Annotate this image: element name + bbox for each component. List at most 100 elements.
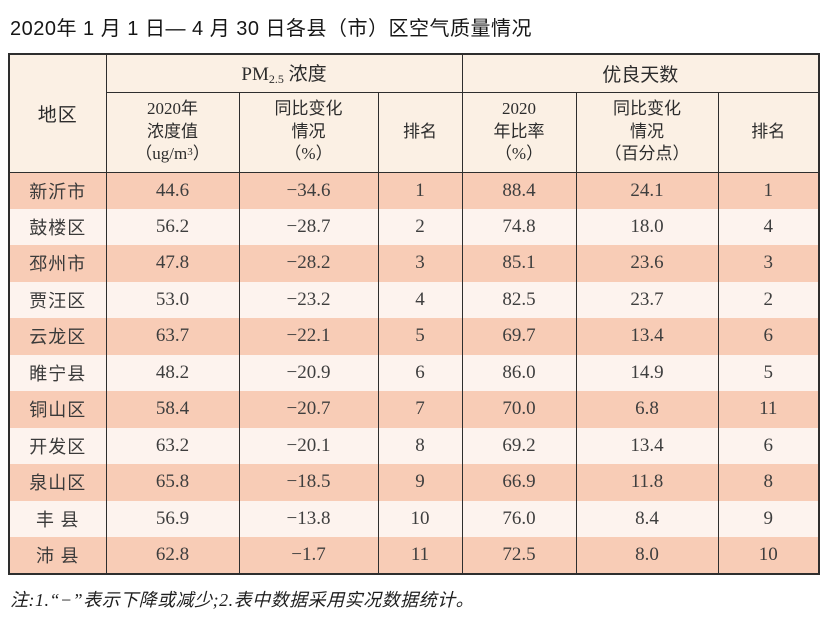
good-rank-cell: 6 [717,318,820,355]
pm-value-cell: 58.4 [105,391,240,428]
table-body: 新沂市 44.6 −34.6 1 88.4 24.1 1 鼓楼区 56.2 −2… [8,172,820,574]
pm-rank-cell: 11 [377,537,463,574]
column-group-good-days: 优良天数 [461,54,820,93]
page-title: 2020年 1 月 1 日— 4 月 30 日各县（市）区空气质量情况 [10,18,533,40]
good-rank-cell: 10 [717,537,820,574]
pm-value-cell: 56.2 [105,208,240,245]
footnote: 注:1.“−”表示下降或减少;2.表中数据采用实况数据统计。 [10,589,475,610]
good-change-cell: 23.7 [575,281,719,318]
pm-change-cell: −22.1 [238,318,379,355]
pm-value-cell: 65.8 [105,464,240,501]
pm-rank-cell: 10 [377,500,463,537]
pm-change-cell: −23.2 [238,281,379,318]
pm-change-cell: −28.2 [238,245,379,282]
good-rate-cell: 74.8 [461,208,577,245]
pm-change-cell: −20.7 [238,391,379,428]
good-change-cell: 11.8 [575,464,719,501]
good-rate-cell: 85.1 [461,245,577,282]
good-rate-cell: 86.0 [461,354,577,391]
region-cell: 沛 县 [8,537,107,574]
good-rank-cell: 1 [717,172,820,209]
column-header-pm-value: 2020年 浓度值 （ug/m3） [105,92,240,173]
good-rate-cell: 69.2 [461,427,577,464]
good-change-cell: 8.4 [575,500,719,537]
pm-rank-cell: 4 [377,281,463,318]
column-group-pm25: PM2.5 浓度 [105,54,463,93]
pm-value-cell: 53.0 [105,281,240,318]
pm-value-line2: 浓度值 [147,121,198,141]
pm25-label-suffix: 浓度 [283,64,327,86]
good-change-cell: 23.6 [575,245,719,282]
pm-rank-cell: 8 [377,427,463,464]
good-change-cell: 14.9 [575,354,719,391]
table-row: 贾汪区 53.0 −23.2 4 82.5 23.7 2 [8,281,820,318]
table-row: 沛 县 62.8 −1.7 11 72.5 8.0 10 [8,537,820,574]
good-rank-cell: 6 [717,427,820,464]
pm-value-cell: 44.6 [105,172,240,209]
good-rank-cell: 9 [717,500,820,537]
region-cell: 云龙区 [8,318,107,355]
region-cell: 丰 县 [8,500,107,537]
good-change-cell: 13.4 [575,427,719,464]
table-row: 邳州市 47.8 −28.2 3 85.1 23.6 3 [8,245,820,282]
table-row: 睢宁县 48.2 −20.9 6 86.0 14.9 5 [8,354,820,391]
good-rank-cell: 5 [717,354,820,391]
good-rate-cell: 70.0 [461,391,577,428]
region-cell: 泉山区 [8,464,107,501]
good-rate-cell: 69.7 [461,318,577,355]
good-rank-cell: 2 [717,281,820,318]
pm-value-unit: （ug/m3） [135,144,210,164]
good-rank-cell: 8 [717,464,820,501]
pm-value-cell: 56.9 [105,500,240,537]
pm-change-cell: −18.5 [238,464,379,501]
table-row: 开发区 63.2 −20.1 8 69.2 13.4 6 [8,427,820,464]
pm-rank-cell: 9 [377,464,463,501]
pm-change-cell: −1.7 [238,537,379,574]
pm-value-cell: 63.2 [105,427,240,464]
header-sub-row: 2020年 浓度值 （ug/m3） 同比变化 情况 （%） 排名 2020 年比… [9,92,820,173]
table-row: 泉山区 65.8 −18.5 9 66.9 11.8 8 [8,464,820,501]
pm-change-cell: −13.8 [238,500,379,537]
good-rate-cell: 72.5 [461,537,577,574]
good-rate-cell: 66.9 [461,464,577,501]
good-rate-cell: 88.4 [461,172,577,209]
unit-superscript: 3 [187,146,193,159]
air-quality-table: 地区 PM2.5 浓度 优良天数 2020年 浓度值 （ug/m3） 同比变化 … [8,53,821,575]
table-header: 地区 PM2.5 浓度 优良天数 2020年 浓度值 （ug/m3） 同比变化 … [8,54,820,173]
pm-rank-cell: 2 [377,208,463,245]
pm-change-cell: −34.6 [238,172,379,209]
table-row: 云龙区 63.7 −22.1 5 69.7 13.4 6 [8,318,820,355]
pm-rank-cell: 1 [377,172,463,209]
header-group-row: 地区 PM2.5 浓度 优良天数 [8,54,820,173]
pm-change-cell: −28.7 [238,208,379,245]
pm25-label-prefix: PM [241,64,269,86]
table-row: 铜山区 58.4 −20.7 7 70.0 6.8 11 [8,391,820,428]
pm-rank-cell: 3 [377,245,463,282]
region-cell: 邳州市 [8,245,107,282]
good-change-cell: 8.0 [575,537,719,574]
good-rank-cell: 3 [717,245,820,282]
column-header-good-rank: 排名 [717,92,820,173]
good-change-cell: 18.0 [575,208,719,245]
good-rank-cell: 4 [717,208,820,245]
table-row: 新沂市 44.6 −34.6 1 88.4 24.1 1 [8,172,820,209]
column-header-region: 地区 [8,54,107,173]
pm-rank-cell: 7 [377,391,463,428]
table-row: 丰 县 56.9 −13.8 10 76.0 8.4 9 [8,500,820,537]
pm-value-line1: 2020年 [147,98,198,118]
pm-rank-cell: 6 [377,354,463,391]
region-cell: 睢宁县 [8,354,107,391]
column-header-good-change: 同比变化 情况 （百分点） [575,92,719,173]
pm-change-cell: −20.1 [238,427,379,464]
pm-value-cell: 63.7 [105,318,240,355]
good-change-cell: 6.8 [575,391,719,428]
pm-value-cell: 48.2 [105,354,240,391]
pm-change-cell: −20.9 [238,354,379,391]
table-row: 鼓楼区 56.2 −28.7 2 74.8 18.0 4 [8,208,820,245]
pm-value-cell: 62.8 [105,537,240,574]
region-cell: 新沂市 [8,172,107,209]
good-rank-cell: 11 [717,391,820,428]
region-cell: 铜山区 [8,391,107,428]
region-cell: 开发区 [8,427,107,464]
